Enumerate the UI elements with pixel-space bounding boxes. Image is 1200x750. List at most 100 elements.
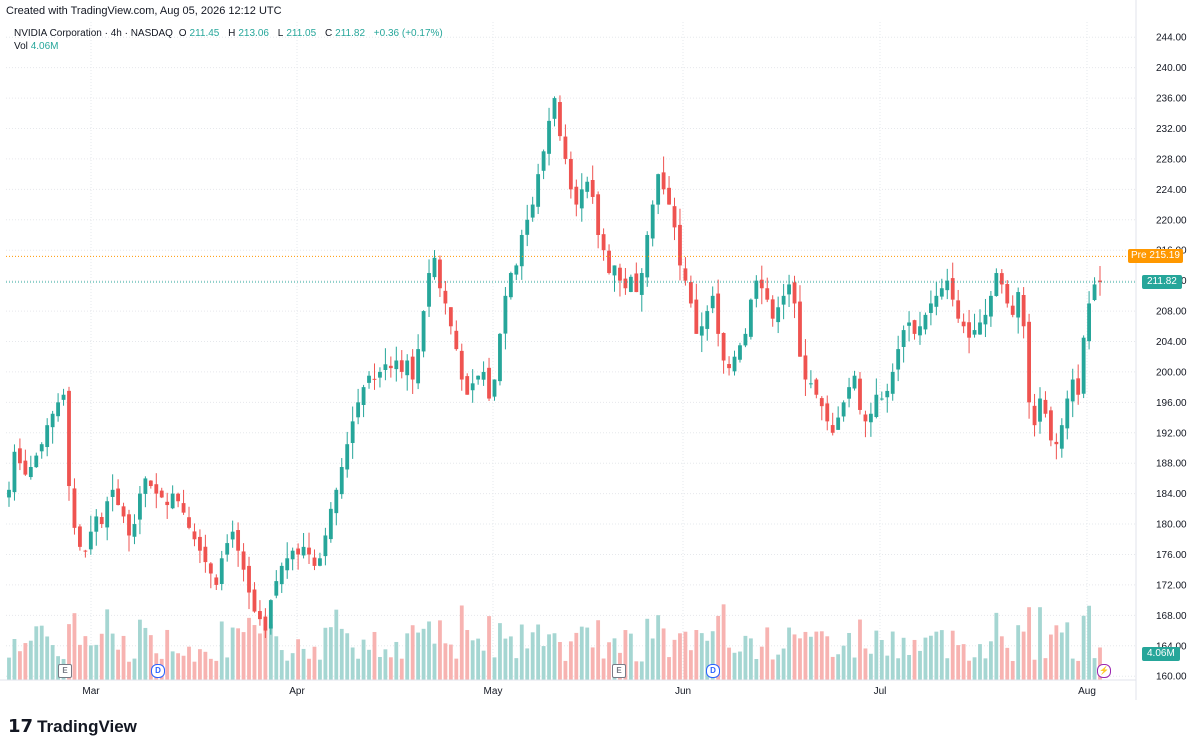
candle-body [967, 322, 971, 338]
volume-bar [1016, 625, 1021, 680]
candle-body [645, 234, 650, 278]
earnings-event-marker[interactable]: E [612, 664, 626, 678]
candle-body [170, 493, 175, 509]
candle-body [803, 355, 808, 380]
volume-bar [978, 644, 982, 680]
candle-body [792, 282, 797, 304]
volume-bar [252, 625, 257, 680]
candle-body [312, 557, 317, 566]
candle-body [672, 206, 677, 228]
volume-bar [1005, 647, 1010, 680]
volume-bar [923, 637, 928, 680]
volume-bar [1076, 660, 1081, 680]
candle-body [928, 303, 933, 313]
price-tick-label: 224.00 [1156, 185, 1187, 196]
candle-body [994, 273, 999, 296]
candle-body [72, 488, 77, 528]
volume-bar [612, 638, 617, 680]
candle-body [443, 290, 448, 304]
volume-bar [563, 660, 568, 680]
candle-body [214, 577, 219, 585]
candle-body [247, 565, 251, 593]
volume-bar [852, 657, 857, 680]
candle-body [225, 543, 230, 555]
volume-bar [12, 639, 17, 680]
volume-bar [574, 632, 579, 680]
time-axis: Mar Apr May Jun Jul Aug [0, 679, 1136, 697]
volume-bar [901, 637, 906, 680]
volume-bar [727, 647, 731, 680]
candle-body [176, 493, 181, 502]
candle-body [121, 506, 126, 517]
tradingview-logo-icon: 17 [8, 716, 34, 737]
candle-body [1070, 379, 1075, 402]
candle-body [547, 120, 551, 154]
candle-body [252, 589, 257, 612]
candle-body [765, 288, 770, 300]
volume-bar [121, 635, 126, 680]
volume-bar [956, 645, 961, 680]
dividend-event-marker[interactable]: D [706, 664, 720, 678]
candle-body [465, 376, 470, 395]
candle-body [808, 383, 813, 385]
brand-name: TradingView [37, 716, 137, 736]
tradingview-footer: 17 TradingView [8, 716, 137, 737]
earnings-event-marker[interactable]: E [58, 664, 72, 678]
candle-body [727, 364, 731, 369]
volume-bar [896, 658, 901, 680]
dividend-event-marker[interactable]: D [151, 664, 165, 678]
lightning-icon[interactable]: ⚡ [1097, 664, 1111, 678]
volume-bar [268, 624, 273, 680]
volume-bar [705, 640, 710, 680]
candle-body [18, 448, 22, 464]
candle-body [732, 356, 737, 372]
candle-body [607, 250, 611, 274]
candle-body [34, 455, 39, 468]
candle-body [367, 375, 371, 383]
volume-bar [416, 632, 421, 680]
candle-body [296, 548, 301, 555]
volume-bar [143, 627, 148, 680]
volume-bar [607, 642, 611, 680]
volume-bar [716, 615, 721, 680]
candle-body [1076, 378, 1081, 395]
volume-bar [388, 657, 393, 680]
volume-bar [830, 656, 835, 680]
candle-body [323, 535, 328, 557]
candle-body [127, 514, 131, 536]
candle-body [868, 413, 873, 423]
volume-bar [694, 630, 699, 680]
price-tick-label: 184.00 [1156, 489, 1187, 500]
candle-body [1059, 425, 1064, 449]
volume-bar [361, 639, 366, 680]
volume-bar [683, 631, 688, 680]
volume-bar [476, 638, 481, 680]
candle-body [1087, 303, 1091, 342]
candle-body [116, 488, 121, 506]
candle-body [94, 516, 99, 532]
candle-body [241, 551, 246, 570]
candle-body [683, 268, 688, 281]
candle-body [498, 333, 502, 382]
candle-body [487, 367, 491, 399]
candle-body [301, 546, 306, 556]
ohlc-high: H 213.06 [228, 28, 269, 39]
candle-body [819, 398, 824, 407]
volume-bar [236, 628, 241, 680]
candle-body [1098, 280, 1102, 283]
volume-bar [798, 638, 802, 680]
price-tick-label: 244.00 [1156, 33, 1187, 44]
candle-body [748, 299, 753, 337]
candle-body [858, 378, 862, 410]
volume-bar [912, 639, 917, 680]
candle-body [885, 390, 890, 398]
candle-body [901, 330, 906, 347]
volume-bar [187, 646, 191, 680]
volume-bar [814, 631, 819, 680]
volume-bar [181, 655, 186, 680]
volume-bar [508, 636, 513, 680]
volume-bar [372, 631, 377, 680]
candle-body [656, 174, 661, 205]
volume-bar [443, 643, 448, 680]
